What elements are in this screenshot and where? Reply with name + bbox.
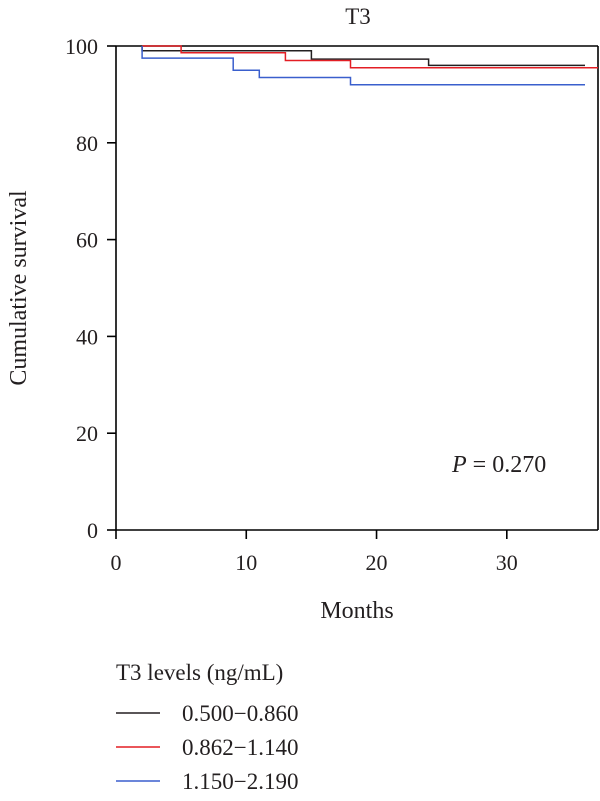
- y-tick-label: 100: [65, 34, 98, 59]
- y-tick-label: 60: [76, 228, 98, 253]
- legend: 0.500−0.860 0.862−1.140 1.150−2.190: [116, 701, 298, 794]
- legend-label-2: 0.862−1.140: [182, 735, 298, 760]
- p-value-annotation: P = 0.270: [451, 452, 546, 478]
- x-axis-title: Months: [320, 598, 393, 624]
- legend-label-1: 0.500−0.860: [182, 701, 298, 726]
- y-tick-label: 0: [87, 518, 98, 543]
- y-tick-label: 80: [76, 131, 98, 156]
- legend-label-3: 1.150−2.190: [182, 769, 298, 794]
- y-axis-title: Cumulative survival: [6, 190, 32, 386]
- x-tick-label: 30: [496, 550, 518, 575]
- x-tick-label: 0: [111, 550, 122, 575]
- survival-curve-2: [142, 45, 598, 69]
- survival-curve-3: [141, 46, 585, 86]
- plot-axes: [115, 45, 599, 531]
- y-tick-label: 20: [76, 421, 98, 446]
- series-layer: [141, 45, 598, 86]
- x-tick-label: 20: [366, 550, 388, 575]
- p-symbol: P: [451, 452, 467, 478]
- axis-ticks: 0 20 40 60 80 100 0 10 20 30: [65, 34, 518, 575]
- chart-title: T3: [345, 4, 371, 29]
- survival-curve-1: [141, 46, 585, 67]
- y-tick-label: 40: [76, 324, 98, 349]
- x-tick-label: 10: [235, 550, 257, 575]
- legend-title: T3 levels (ng/mL): [116, 660, 283, 685]
- p-value-text: = 0.270: [467, 452, 547, 478]
